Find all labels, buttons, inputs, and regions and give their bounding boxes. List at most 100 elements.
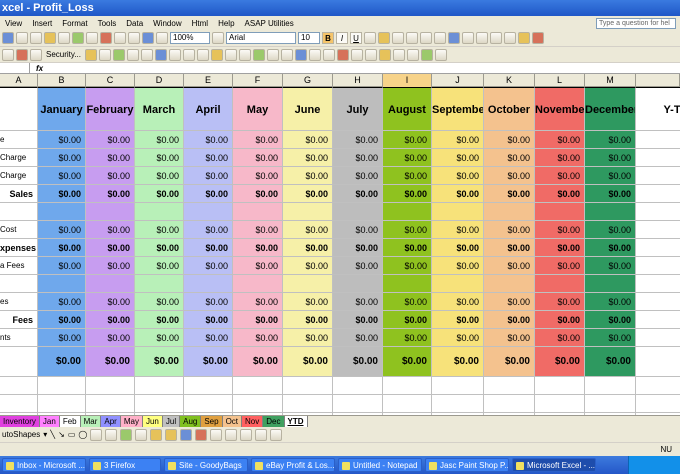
- empty-cell[interactable]: [184, 395, 233, 413]
- value-cell[interactable]: [184, 203, 233, 221]
- options-icon[interactable]: [434, 48, 447, 61]
- value-cell[interactable]: $0.00: [135, 149, 184, 167]
- row-label[interactable]: Cost: [0, 221, 38, 239]
- empty-cell[interactable]: [432, 395, 484, 413]
- button-control-icon[interactable]: [224, 48, 237, 61]
- value-cell[interactable]: $0.00: [184, 131, 233, 149]
- value-cell[interactable]: $0.00: [38, 167, 86, 185]
- value-cell[interactable]: $0.00: [135, 131, 184, 149]
- empty-cell[interactable]: [636, 395, 680, 413]
- empty-cell[interactable]: [484, 377, 535, 395]
- spelling-icon[interactable]: [44, 32, 56, 44]
- fill-color-icon[interactable]: [518, 32, 530, 44]
- empty-cell[interactable]: [283, 377, 333, 395]
- row-label-header[interactable]: [0, 87, 38, 131]
- fill-bucket-icon[interactable]: [165, 428, 178, 441]
- textbox-icon[interactable]: [90, 428, 103, 441]
- ytd-cell[interactable]: [636, 149, 680, 167]
- increase-decimal-icon[interactable]: [462, 32, 474, 44]
- value-cell[interactable]: $0.00: [432, 239, 484, 257]
- line-style-icon[interactable]: [210, 428, 223, 441]
- row-label[interactable]: e: [0, 131, 38, 149]
- sheet-tab-dec[interactable]: Dec: [263, 416, 285, 427]
- empty-cell[interactable]: [86, 395, 135, 413]
- sheet-tab-sep[interactable]: Sep: [201, 416, 223, 427]
- name-box[interactable]: [0, 63, 30, 73]
- value-cell[interactable]: $0.00: [333, 185, 383, 203]
- value-cell[interactable]: $0.00: [184, 293, 233, 311]
- total-cell[interactable]: $0.00: [383, 347, 432, 377]
- value-cell[interactable]: $0.00: [283, 257, 333, 275]
- month-header[interactable]: September: [432, 87, 484, 131]
- stop-icon[interactable]: [16, 48, 28, 61]
- value-cell[interactable]: [283, 275, 333, 293]
- value-cell[interactable]: $0.00: [283, 185, 333, 203]
- italic-button[interactable]: I: [336, 32, 348, 44]
- total-cell[interactable]: $0.00: [86, 347, 135, 377]
- column-header-b[interactable]: B: [38, 74, 86, 87]
- value-cell[interactable]: $0.00: [585, 257, 636, 275]
- value-cell[interactable]: $0.00: [383, 239, 432, 257]
- align-left-icon[interactable]: [364, 32, 376, 44]
- month-header[interactable]: June: [283, 87, 333, 131]
- value-cell[interactable]: $0.00: [333, 311, 383, 329]
- value-cell[interactable]: $0.00: [333, 167, 383, 185]
- value-cell[interactable]: $0.00: [86, 257, 135, 275]
- value-cell[interactable]: $0.00: [135, 329, 184, 347]
- filter-icon[interactable]: [406, 48, 419, 61]
- picture-icon[interactable]: [150, 428, 163, 441]
- empty-cell[interactable]: [184, 413, 233, 415]
- value-cell[interactable]: $0.00: [535, 329, 585, 347]
- taskbar-button[interactable]: Inbox - Microsoft ...: [2, 458, 86, 472]
- reviewing-icon[interactable]: [154, 48, 167, 61]
- empty-cell[interactable]: [135, 413, 184, 415]
- value-cell[interactable]: $0.00: [233, 293, 283, 311]
- value-cell[interactable]: [383, 203, 432, 221]
- design-mode-icon[interactable]: [84, 48, 97, 61]
- month-header[interactable]: July: [333, 87, 383, 131]
- sheet-tab-inventory[interactable]: Inventory: [0, 416, 40, 427]
- value-cell[interactable]: [38, 203, 86, 221]
- group-box-icon[interactable]: [210, 48, 223, 61]
- value-cell[interactable]: $0.00: [484, 185, 535, 203]
- sheet-tab-jun[interactable]: Jun: [142, 416, 163, 427]
- row-label[interactable]: Charge: [0, 167, 38, 185]
- dash-style-icon[interactable]: [225, 428, 238, 441]
- value-cell[interactable]: $0.00: [184, 221, 233, 239]
- value-cell[interactable]: $0.00: [432, 311, 484, 329]
- value-cell[interactable]: $0.00: [86, 167, 135, 185]
- paste-icon[interactable]: [86, 32, 98, 44]
- value-cell[interactable]: $0.00: [233, 149, 283, 167]
- value-cell[interactable]: $0.00: [333, 149, 383, 167]
- row-label[interactable]: [0, 203, 38, 221]
- menu-data[interactable]: Data: [126, 18, 144, 28]
- ytd-cell[interactable]: [636, 293, 680, 311]
- ask-question-input[interactable]: Type a question for hel: [596, 17, 676, 29]
- value-cell[interactable]: $0.00: [135, 293, 184, 311]
- image-control-icon[interactable]: [322, 48, 335, 61]
- value-cell[interactable]: $0.00: [585, 131, 636, 149]
- value-cell[interactable]: $0.00: [432, 131, 484, 149]
- value-cell[interactable]: $0.00: [484, 221, 535, 239]
- empty-cell[interactable]: [585, 377, 636, 395]
- font-size-select[interactable]: 10: [298, 32, 320, 44]
- column-header-l[interactable]: L: [535, 74, 585, 87]
- value-cell[interactable]: $0.00: [333, 257, 383, 275]
- empty-cell[interactable]: [0, 413, 38, 415]
- oval-icon[interactable]: ◯: [78, 430, 88, 439]
- value-cell[interactable]: $0.00: [135, 239, 184, 257]
- total-label[interactable]: [0, 347, 38, 377]
- value-cell[interactable]: [233, 203, 283, 221]
- column-header-i[interactable]: I: [383, 74, 432, 87]
- value-cell[interactable]: $0.00: [432, 329, 484, 347]
- sheet-tab-may[interactable]: May: [120, 416, 143, 427]
- sheet-tab-jul[interactable]: Jul: [162, 416, 181, 427]
- value-cell[interactable]: $0.00: [585, 311, 636, 329]
- autosum-icon[interactable]: [128, 32, 140, 44]
- value-cell[interactable]: $0.00: [383, 149, 432, 167]
- value-cell[interactable]: $0.00: [86, 329, 135, 347]
- column-header-d[interactable]: D: [135, 74, 184, 87]
- value-cell[interactable]: $0.00: [535, 149, 585, 167]
- empty-cell[interactable]: [535, 395, 585, 413]
- value-cell[interactable]: $0.00: [484, 167, 535, 185]
